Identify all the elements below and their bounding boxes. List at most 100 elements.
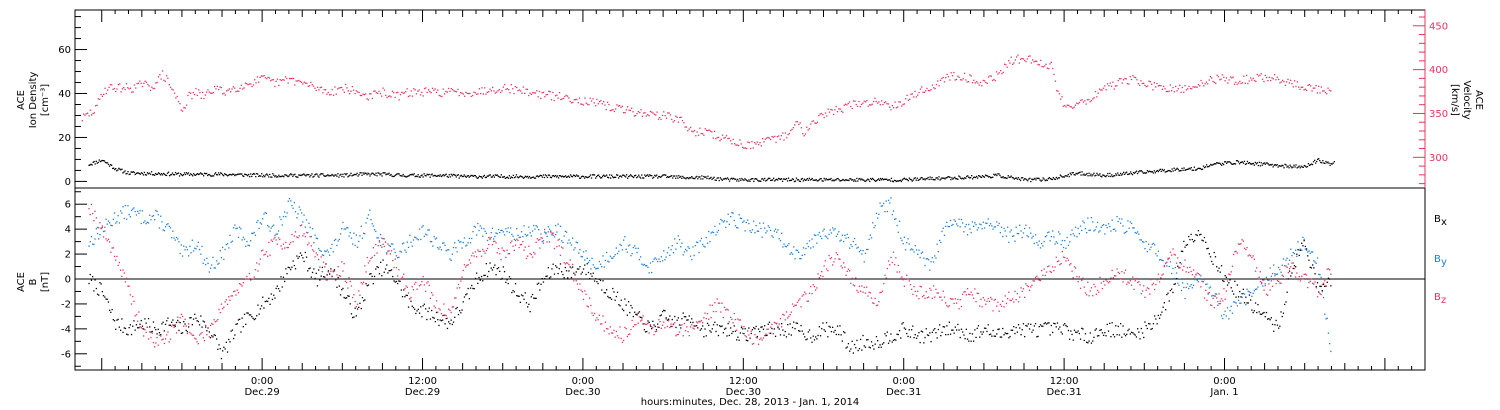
bx-point [1007,332,1009,335]
bx-point [290,268,292,271]
top-right-tick-label: 450 [1429,21,1448,32]
bx-point [444,323,446,325]
density-point [1261,164,1263,166]
velocity-point [180,109,182,111]
bx-point [166,320,168,322]
by-point [860,249,862,252]
by-point [524,233,526,236]
velocity-point [284,76,287,78]
velocity-point [597,103,599,105]
by-point [412,239,415,241]
by-point [765,232,767,234]
bx-point [1184,246,1186,248]
by-point [1013,235,1015,237]
bottom-left-tick-label: 4 [65,225,71,236]
density-point [906,179,908,181]
velocity-point [918,91,920,94]
velocity-point [337,88,339,90]
density-point [255,176,257,178]
bx-point [800,324,802,327]
bx-point [1273,330,1275,332]
bz-point [137,320,139,322]
bz-point [534,253,536,255]
bx-point [615,295,617,298]
velocity-point [643,112,645,114]
bx-point [1110,336,1112,338]
density-point [1189,168,1191,170]
bx-point [214,334,216,337]
velocity-point [1014,59,1016,61]
velocity-point [660,118,662,121]
density-point [1191,169,1193,171]
bx-point [558,268,560,270]
density-point [677,177,679,179]
bx-point [668,318,670,320]
by-point [920,252,922,254]
bx-point [356,308,359,310]
by-point [698,251,700,254]
density-point [612,176,614,178]
density-point [1310,163,1313,165]
velocity-point [1243,75,1245,77]
by-point [1083,222,1085,224]
bx-point [1048,322,1050,324]
bz-point [659,321,661,323]
bx-point [209,337,212,339]
velocity-point [465,91,467,93]
bx-point [706,322,709,325]
by-point [717,229,720,232]
velocity-point [1129,75,1131,78]
velocity-point [1101,89,1103,91]
bx-point [1183,240,1185,243]
by-point [1211,295,1213,297]
by-point [425,233,427,235]
bx-point [793,321,795,323]
bz-point [395,267,398,269]
density-point [841,179,843,181]
density-point [812,179,814,181]
bx-point [601,289,603,291]
density-point [1026,179,1028,181]
by-point [706,242,709,244]
bx-point [310,276,312,278]
bz-point [536,238,538,240]
velocity-point [954,79,956,81]
by-point [438,248,440,250]
density-point [1277,166,1279,168]
density-point [856,177,858,180]
velocity-point [259,76,261,78]
by-point [121,212,123,214]
by-point [652,260,654,263]
bz-point [569,259,571,261]
by-point [595,268,597,270]
velocity-point [1233,83,1236,85]
bz-point [592,314,594,317]
by-point [421,226,423,228]
bz-point [401,276,404,278]
by-point [1253,290,1255,292]
velocity-point [480,92,482,95]
velocity-point [236,90,238,92]
bz-point [602,315,604,317]
bx-point [410,300,412,302]
by-point [279,216,281,218]
bx-point [977,325,980,327]
bz-point [121,275,123,278]
bx-point [883,342,885,344]
bx-point [816,338,818,340]
density-point [403,175,405,177]
velocity-point [1294,80,1296,82]
bz-point [489,237,491,239]
by-point [664,259,666,261]
density-point [642,177,644,179]
velocity-point [1113,88,1115,90]
bx-point [999,336,1001,338]
bz-point [273,238,275,240]
bx-point [761,326,763,328]
bx-point [352,316,354,319]
by-point [1010,229,1012,231]
velocity-point [605,108,607,111]
density-point [1252,162,1254,165]
bx-point [740,326,743,329]
density-point [1073,174,1075,176]
